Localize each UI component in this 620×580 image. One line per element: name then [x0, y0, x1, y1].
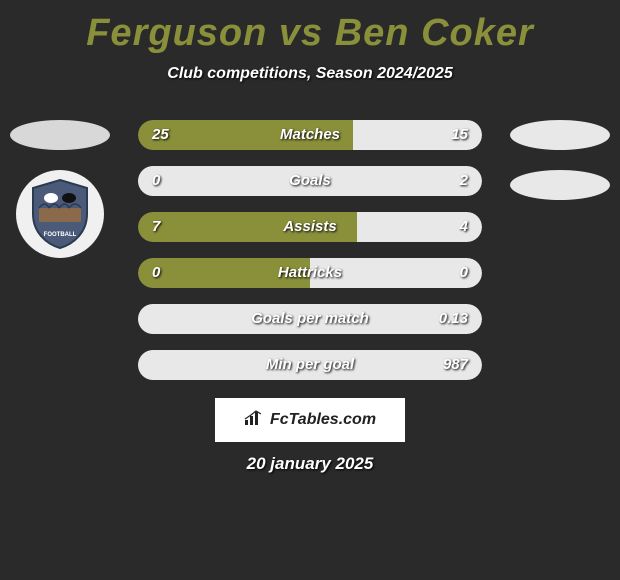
stat-right-value: 2 [460, 166, 468, 196]
stat-right-value: 987 [443, 350, 468, 380]
stat-right-value: 4 [460, 212, 468, 242]
stat-label: Hattricks [138, 258, 482, 288]
stat-label: Min per goal [138, 350, 482, 380]
chart-icon [244, 410, 264, 431]
stat-label: Goals per match [138, 304, 482, 334]
stat-left-value: 7 [152, 212, 160, 242]
stat-row-goals: 0 2Goals [138, 166, 482, 196]
shield-icon: FOOTBALL [29, 178, 91, 250]
stat-row-goals-per-match: 0.13Goals per match [138, 304, 482, 334]
subtitle: Club competitions, Season 2024/2025 [0, 65, 620, 83]
stat-right-value: 15 [451, 120, 468, 150]
stat-right-value: 0.13 [439, 304, 468, 334]
svg-text:FOOTBALL: FOOTBALL [44, 232, 77, 238]
logo-text: FcTables.com [270, 411, 376, 429]
stat-right-value: 0 [460, 258, 468, 288]
stat-row-min-per-goal: 987Min per goal [138, 350, 482, 380]
stat-label: Goals [138, 166, 482, 196]
date-line: 20 january 2025 [0, 454, 620, 474]
right-player-club-oval [510, 170, 610, 200]
left-player-club-crest: FOOTBALL [16, 170, 104, 258]
stat-row-matches: 25 15Matches [138, 120, 482, 150]
stat-bars: 2515Matches02Goals74Assists00Hattricks0.… [138, 120, 482, 396]
right-player-column [500, 120, 620, 220]
right-player-flag-oval [510, 120, 610, 150]
stat-label: Matches [138, 120, 482, 150]
left-player-column: FOOTBALL [0, 120, 120, 258]
stat-label: Assists [138, 212, 482, 242]
stat-left-value: 0 [152, 166, 160, 196]
stat-left-value: 25 [152, 120, 169, 150]
fctables-logo: FcTables.com [215, 398, 405, 442]
stat-left-value: 0 [152, 258, 160, 288]
page-title: Ferguson vs Ben Coker [0, 0, 620, 55]
left-player-flag-oval [10, 120, 110, 150]
stat-row-assists: 7 4Assists [138, 212, 482, 242]
stat-row-hattricks: 0 0Hattricks [138, 258, 482, 288]
